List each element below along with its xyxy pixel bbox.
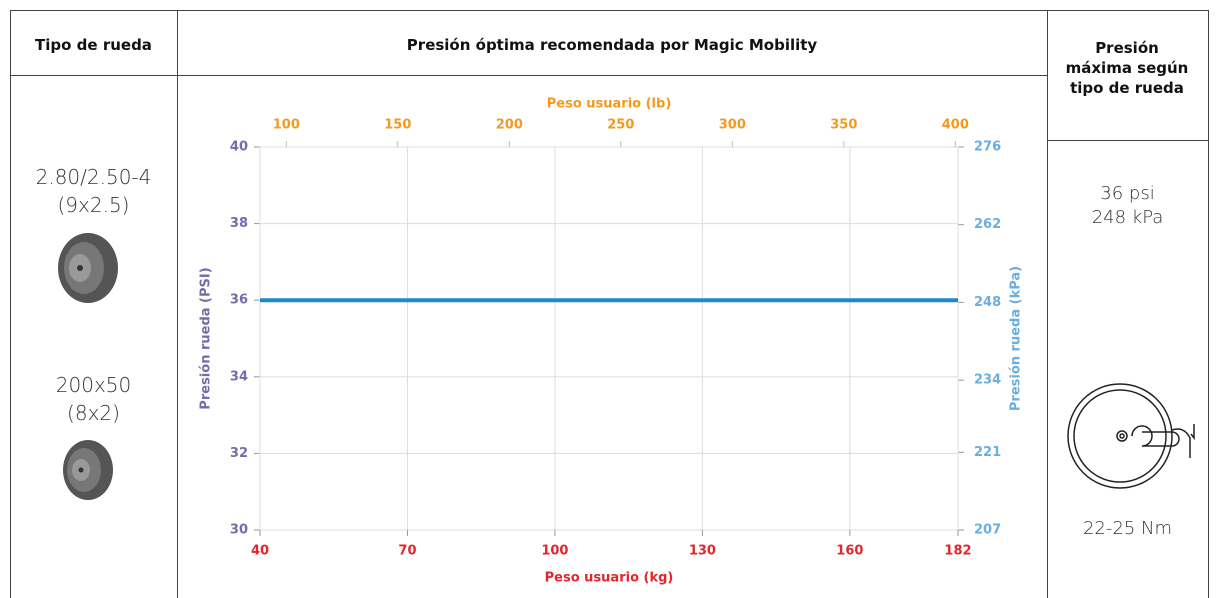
x2-tick-label: 350 bbox=[830, 118, 857, 133]
wheel-size: 200x50 bbox=[55, 373, 132, 397]
border bbox=[1047, 140, 1208, 141]
y-tick-label: 30 bbox=[230, 523, 248, 538]
header-cell: Presión máxima según tipo de rueda bbox=[1065, 39, 1189, 97]
wheel-size: 2.80/2.50-4 bbox=[35, 165, 152, 189]
x-tick-label: 182 bbox=[944, 544, 971, 559]
x2-tick-label: 300 bbox=[719, 118, 746, 133]
x2-tick-label: 150 bbox=[384, 118, 411, 133]
border bbox=[10, 10, 11, 598]
torque: 22-25 Nm bbox=[1082, 518, 1173, 539]
border bbox=[1208, 10, 1209, 598]
border bbox=[10, 10, 1208, 11]
x-axis-title: Peso usuario (kg) bbox=[545, 571, 674, 586]
x-tick-label: 130 bbox=[689, 544, 716, 559]
y2-tick-label: 207 bbox=[974, 523, 1001, 538]
border bbox=[1047, 10, 1048, 598]
x2-tick-label: 250 bbox=[607, 118, 634, 133]
wheel-alt: (9x2.5) bbox=[57, 193, 130, 217]
y-tick-label: 32 bbox=[230, 446, 248, 461]
y-axis-title: Presión rueda (PSI) bbox=[199, 267, 214, 409]
x2-axis-title: Peso usuario (lb) bbox=[547, 97, 672, 112]
y2-tick-label: 234 bbox=[974, 373, 1001, 388]
y-tick-label: 36 bbox=[230, 293, 248, 308]
x-tick-label: 70 bbox=[398, 544, 416, 559]
border bbox=[10, 75, 1047, 76]
y2-tick-label: 276 bbox=[974, 140, 1001, 155]
x2-tick-label: 100 bbox=[273, 118, 300, 133]
wheel-image bbox=[63, 440, 113, 500]
border bbox=[177, 10, 178, 598]
max-kpa: 248 kPa bbox=[1091, 207, 1164, 228]
header-cell: Presión óptima recomendada por Magic Mob… bbox=[406, 36, 818, 54]
y2-axis-title: Presión rueda (kPa) bbox=[1009, 266, 1024, 411]
wheel-image bbox=[58, 233, 118, 303]
x-tick-label: 160 bbox=[836, 544, 863, 559]
y2-tick-label: 248 bbox=[974, 295, 1001, 310]
header-cell: Tipo de rueda bbox=[35, 36, 152, 54]
x-tick-label: 100 bbox=[541, 544, 568, 559]
max-psi: 36 psi bbox=[1100, 183, 1155, 204]
y-tick-label: 40 bbox=[230, 140, 248, 155]
x2-tick-label: 400 bbox=[942, 118, 969, 133]
wheel-alt: (8x2) bbox=[67, 401, 120, 425]
x-tick-label: 40 bbox=[251, 544, 269, 559]
y-tick-label: 38 bbox=[230, 216, 248, 231]
y2-tick-label: 262 bbox=[974, 217, 1001, 232]
y2-tick-label: 221 bbox=[974, 445, 1001, 460]
y-tick-label: 34 bbox=[230, 369, 248, 384]
x2-tick-label: 200 bbox=[496, 118, 523, 133]
torque-icon bbox=[1067, 383, 1195, 489]
